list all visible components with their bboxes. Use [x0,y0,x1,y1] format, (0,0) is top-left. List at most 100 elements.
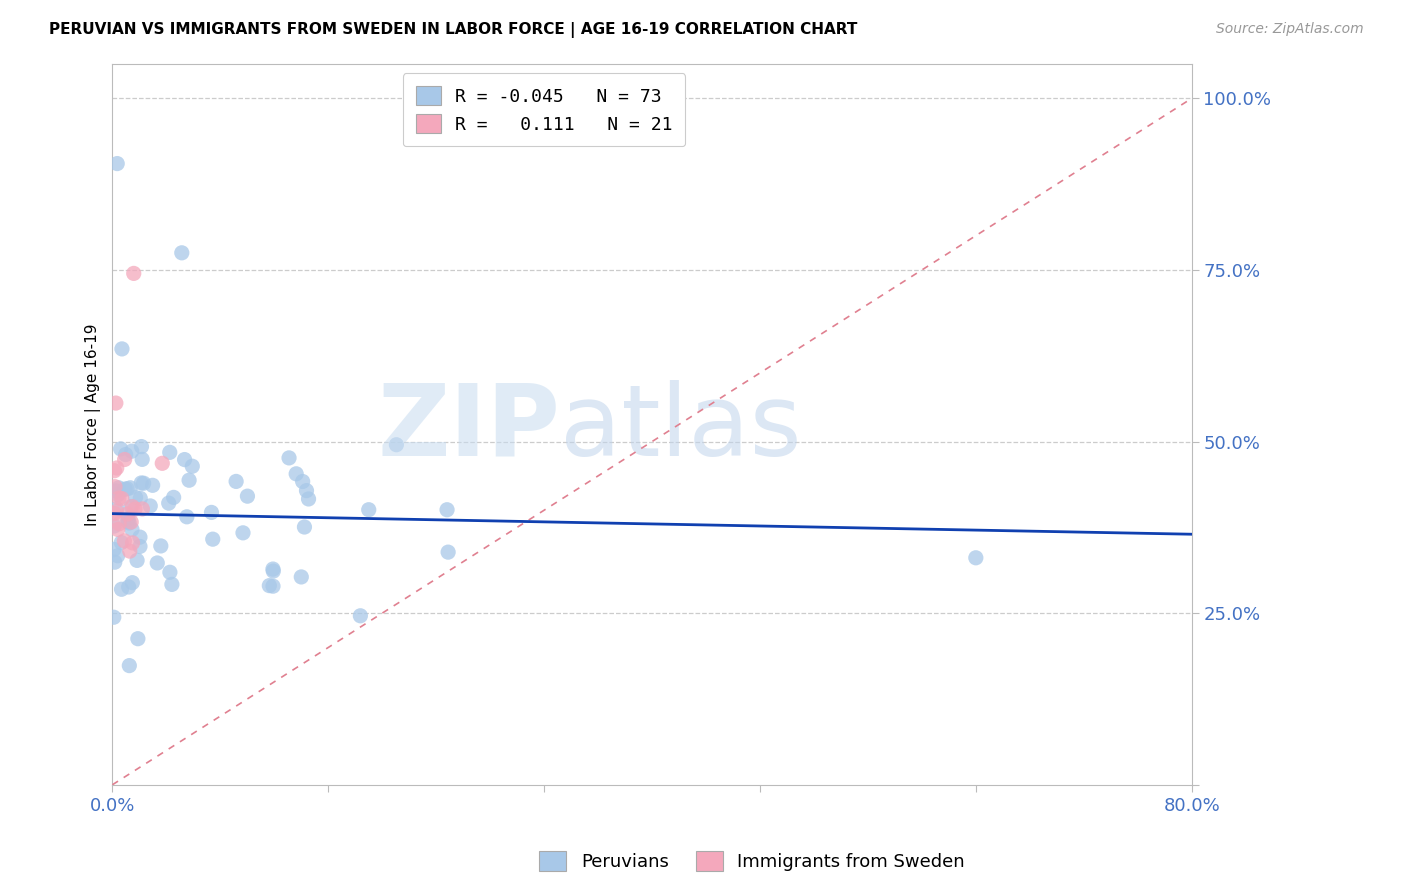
Point [200,505,222,519]
Point [115,482,138,496]
Point [129,540,152,554]
Point [129,475,152,490]
Point [121,523,143,537]
Legend: Peruvians, Immigrants from Sweden: Peruvians, Immigrants from Sweden [531,844,973,879]
Point [104,396,127,410]
Y-axis label: In Labor Force | Age 16-19: In Labor Force | Age 16-19 [86,323,101,525]
Point [110,442,132,456]
Point [105,483,128,498]
Point [129,491,152,506]
Point [105,461,128,475]
Point [122,267,145,281]
Point [131,440,153,454]
Point [120,515,142,529]
Text: Source: ZipAtlas.com: Source: ZipAtlas.com [1216,22,1364,37]
Point [278,450,301,465]
Point [124,491,146,505]
Point [112,533,135,548]
Point [124,502,146,516]
Point [236,489,259,503]
Point [127,632,149,646]
Point [965,550,987,565]
Point [177,473,200,487]
Point [120,481,142,495]
Point [118,544,141,558]
Point [110,582,132,597]
Point [259,579,281,593]
Text: atlas: atlas [561,379,801,476]
Point [111,342,134,356]
Point [103,610,125,624]
Point [127,553,149,567]
Point [262,579,284,593]
Point [117,512,139,526]
Point [170,245,193,260]
Point [160,577,183,591]
Point [149,539,172,553]
Point [131,452,153,467]
Point [107,481,129,495]
Point [103,542,125,557]
Point [118,516,141,530]
Point [107,549,129,563]
Point [294,520,316,534]
Point [120,500,142,514]
Point [114,452,136,467]
Point [121,536,143,550]
Point [285,467,308,481]
Point [121,500,143,514]
Point [173,452,195,467]
Point [297,491,319,506]
Point [105,156,128,170]
Point [117,507,139,521]
Point [117,515,139,529]
Text: PERUVIAN VS IMMIGRANTS FROM SWEDEN IN LABOR FORCE | AGE 16-19 CORRELATION CHART: PERUVIAN VS IMMIGRANTS FROM SWEDEN IN LA… [49,22,858,38]
Point [108,491,131,505]
Point [291,475,314,489]
Point [107,523,129,537]
Point [349,608,371,623]
Point [114,448,136,462]
Point [121,575,143,590]
Point [159,566,181,580]
Point [357,502,380,516]
Point [181,459,204,474]
Point [111,491,134,506]
Text: ZIP: ZIP [377,379,561,476]
Point [114,482,136,496]
Point [436,502,458,516]
Point [146,556,169,570]
Point [201,532,224,546]
Point [150,456,173,470]
Point [437,545,460,559]
Point [110,535,132,549]
Point [104,480,127,494]
Point [118,658,141,673]
Point [105,504,128,518]
Point [139,499,162,513]
Point [104,555,127,569]
Point [225,475,247,489]
Point [385,438,408,452]
Point [162,491,184,505]
Point [295,483,318,498]
Point [262,562,284,576]
Point [103,519,125,533]
Legend: R = -0.045   N = 73, R =   0.111   N = 21: R = -0.045 N = 73, R = 0.111 N = 21 [404,73,685,146]
Point [157,496,180,510]
Point [142,478,165,492]
Point [107,487,129,501]
Point [159,445,181,459]
Point [290,570,312,584]
Point [131,502,153,516]
Point [232,525,254,540]
Point [176,509,198,524]
Point [105,501,128,516]
Point [108,516,131,531]
Point [132,476,155,491]
Point [118,580,141,594]
Point [121,444,143,458]
Point [129,530,152,544]
Point [262,564,284,578]
Point [103,507,125,521]
